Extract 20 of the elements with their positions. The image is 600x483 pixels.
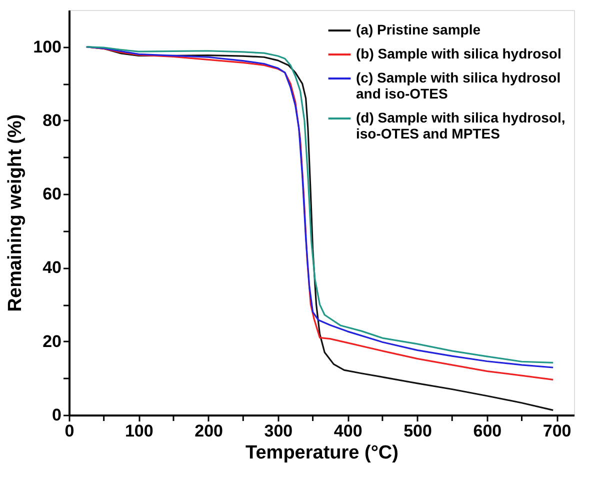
x-tick-label: 200 [194, 422, 223, 440]
x-tick-label: 700 [542, 422, 572, 440]
y-tick-label: 80 [42, 110, 62, 130]
x-tick-label: 300 [264, 422, 293, 440]
legend-label: (c) Sample with silica hydrosol and iso-OTES [356, 70, 561, 102]
x-tick-label: 100 [124, 422, 154, 440]
x-tick-label: 500 [404, 422, 432, 440]
y-tick-label: 0 [52, 406, 62, 424]
x-tick-label: 600 [473, 422, 502, 440]
y-tick-label: 20 [42, 332, 62, 351]
y-tick-label: 60 [42, 184, 62, 204]
x-tick-label: 400 [334, 422, 362, 440]
y-axis-title: Remaining weight (%) [5, 114, 26, 312]
x-tick-label: 0 [64, 422, 74, 440]
legend-label: (d) Sample with silica hydrosol, iso-OTES and MPTES [356, 110, 566, 142]
x-axis-title: Temperature (°C) [246, 442, 398, 464]
legend-label: (b) Sample with silica hydrosol [356, 46, 562, 62]
y-tick-label: 40 [42, 258, 62, 278]
legend-label: (a) Pristine sample [356, 22, 481, 38]
y-tick-label: 100 [33, 37, 62, 56]
